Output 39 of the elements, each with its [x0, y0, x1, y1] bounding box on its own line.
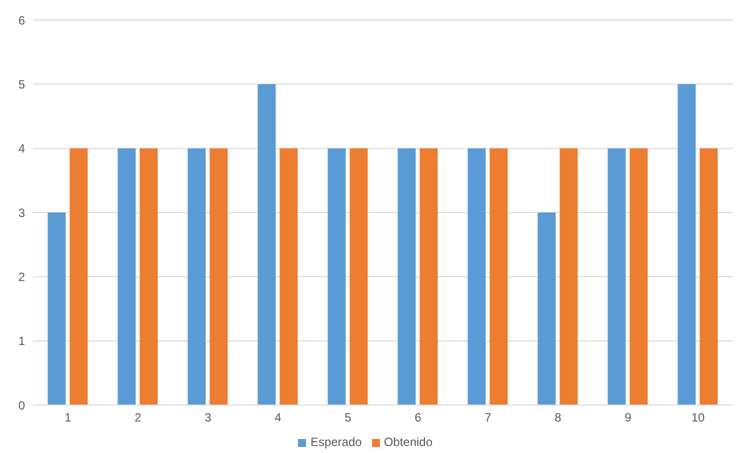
- bar: [560, 148, 578, 405]
- legend-label: Obtenido: [384, 435, 433, 449]
- y-tick-label: 5: [18, 77, 26, 92]
- bar: [678, 84, 696, 405]
- bar: [280, 148, 298, 405]
- x-tick-label: 6: [414, 410, 422, 425]
- y-tick-label: 4: [18, 142, 26, 156]
- y-tick-label: 0: [18, 398, 26, 412]
- x-tick-label: 3: [204, 410, 212, 425]
- x-tick-label: 10: [691, 410, 705, 425]
- x-tick-label: 8: [554, 410, 562, 425]
- x-tick-label: 7: [484, 410, 492, 425]
- x-tick-label: 2: [134, 410, 142, 425]
- bar: [420, 148, 438, 405]
- bar: [258, 84, 276, 405]
- y-tick-label: 1: [18, 334, 26, 348]
- bar: [140, 148, 158, 405]
- bar: [608, 148, 626, 405]
- bar: [700, 148, 718, 405]
- bar: [118, 148, 136, 405]
- x-tick-label: 9: [624, 410, 632, 425]
- y-tick-label: 6: [18, 13, 26, 28]
- x-tick-label: 5: [344, 410, 352, 425]
- y-tick-label: 3: [18, 206, 26, 220]
- y-tick-label: 2: [18, 270, 26, 284]
- bar: [538, 212, 556, 405]
- bar: [468, 148, 486, 405]
- bar: [630, 148, 648, 405]
- bar: [350, 148, 368, 405]
- bar: [210, 148, 228, 405]
- legend-label: Esperado: [310, 435, 362, 449]
- bar: [398, 148, 416, 405]
- bar: [188, 148, 206, 405]
- bar: [48, 212, 66, 405]
- bar: [490, 148, 508, 405]
- x-tick-label: 1: [64, 410, 72, 425]
- bar: [70, 148, 88, 405]
- bar: [328, 148, 346, 405]
- x-tick-label: 4: [274, 410, 282, 425]
